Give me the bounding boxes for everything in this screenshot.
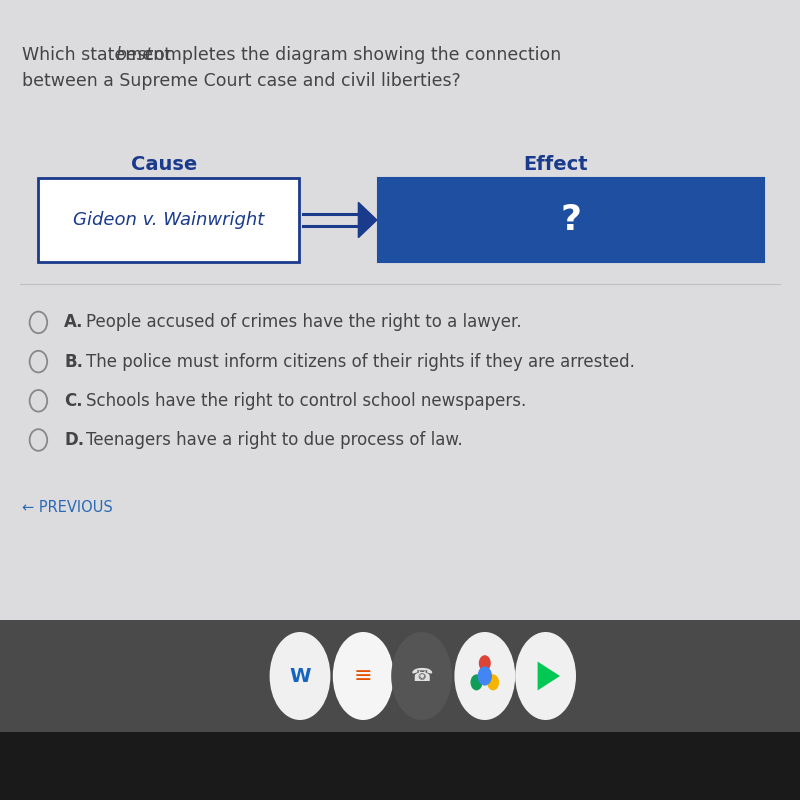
Ellipse shape — [515, 632, 576, 720]
Text: ☎: ☎ — [410, 667, 433, 685]
Text: completes the diagram showing the connection: completes the diagram showing the connec… — [139, 46, 562, 64]
Ellipse shape — [487, 674, 499, 690]
Text: Which statement: Which statement — [22, 46, 177, 64]
Text: The police must inform citizens of their rights if they are arrested.: The police must inform citizens of their… — [86, 353, 635, 370]
FancyBboxPatch shape — [378, 178, 764, 262]
Text: Gideon v. Wainwright: Gideon v. Wainwright — [73, 211, 265, 229]
Bar — [0, 732, 800, 800]
Bar — [0, 620, 800, 732]
Text: best: best — [116, 46, 154, 64]
Text: between a Supreme Court case and civil liberties?: between a Supreme Court case and civil l… — [22, 72, 461, 90]
Ellipse shape — [454, 632, 515, 720]
Ellipse shape — [270, 632, 330, 720]
FancyBboxPatch shape — [38, 178, 299, 262]
Text: Schools have the right to control school newspapers.: Schools have the right to control school… — [86, 392, 526, 410]
Polygon shape — [358, 202, 377, 238]
Polygon shape — [538, 662, 560, 690]
Text: ?: ? — [561, 203, 582, 237]
Text: ← PREVIOUS: ← PREVIOUS — [22, 500, 113, 515]
Text: W: W — [290, 666, 310, 686]
Ellipse shape — [333, 632, 394, 720]
Text: People accused of crimes have the right to a lawyer.: People accused of crimes have the right … — [86, 314, 522, 331]
Ellipse shape — [391, 632, 452, 720]
Text: Cause: Cause — [131, 155, 197, 174]
Text: C.: C. — [64, 392, 82, 410]
Text: Effect: Effect — [524, 155, 588, 174]
Text: ≡: ≡ — [354, 666, 373, 686]
Ellipse shape — [478, 655, 491, 671]
Text: D.: D. — [64, 431, 84, 449]
Text: A.: A. — [64, 314, 83, 331]
Ellipse shape — [478, 666, 492, 686]
Ellipse shape — [470, 674, 482, 690]
Text: Teenagers have a right to due process of law.: Teenagers have a right to due process of… — [86, 431, 463, 449]
Text: B.: B. — [64, 353, 83, 370]
